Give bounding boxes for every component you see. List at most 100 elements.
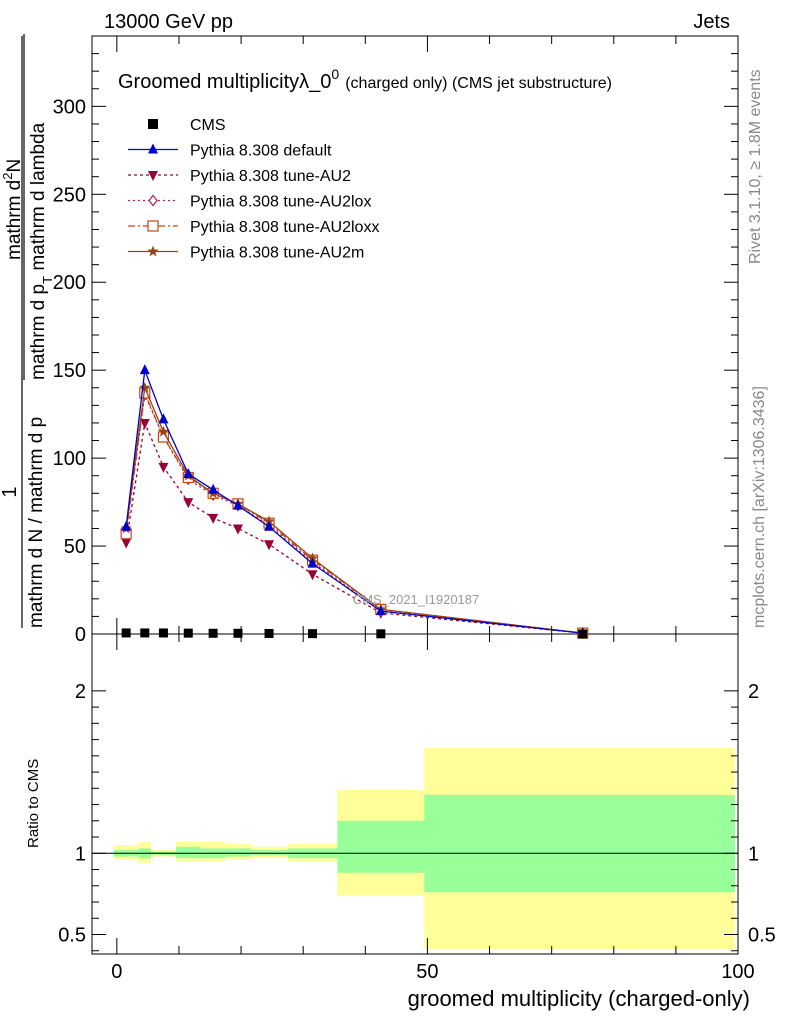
ratio-frame — [91, 633, 739, 955]
data-point — [264, 520, 275, 531]
ylabel-num2-main: mathrm d — [4, 180, 25, 260]
data-point — [139, 381, 151, 393]
ratio-ylabel: Ratio to CMS — [25, 759, 42, 848]
series-layer — [120, 364, 589, 640]
data-point — [264, 628, 274, 638]
legend-label: Pythia 8.308 tune-AU2 — [190, 168, 351, 185]
main-y-tick-label: 250 — [53, 184, 86, 206]
ylabel-den2-rest: mathrm d lambda — [28, 122, 49, 276]
main-y-tick-label: 100 — [53, 448, 86, 470]
plot-title: Groomed multiplicityλ_00 (charged only) (… — [118, 66, 612, 93]
data-point — [139, 418, 150, 429]
data-point — [148, 119, 158, 129]
plot-title-extra: (charged only) (CMS jet substructure) — [345, 75, 612, 92]
data-point — [233, 628, 243, 638]
data-point — [158, 413, 169, 424]
x-tick-label: 0 — [111, 961, 122, 983]
data-point — [148, 143, 158, 154]
plot-title-main: Groomed multiplicityλ_0 — [118, 71, 331, 93]
legend-entry-cms: CMS — [148, 117, 226, 134]
header-left: 13000 GeV pp — [104, 11, 233, 33]
ratio-y-tick-label-right: 0.5 — [748, 925, 776, 947]
data-point — [183, 467, 194, 478]
data-point — [157, 425, 170, 437]
data-point — [264, 540, 275, 551]
ratio-band-green — [424, 794, 735, 893]
ratio-band-green — [175, 846, 201, 859]
data-point — [308, 629, 318, 639]
ratio-y-tick-label-right: 2 — [748, 681, 759, 703]
ratio-y-tick-label-right: 1 — [748, 843, 759, 865]
legend-label: Pythia 8.308 default — [190, 143, 332, 160]
ratio-y-tick-label: 2 — [75, 681, 86, 703]
legend-label: Pythia 8.308 tune-AU2lox — [190, 194, 371, 211]
data-point — [147, 245, 159, 257]
ratio-y-tick-label: 1 — [75, 843, 86, 865]
ylabel-den2-main: mathrm d p — [28, 284, 49, 380]
series-line-default — [125, 369, 583, 634]
main-y-tick-label: 150 — [53, 360, 86, 382]
ylabel-den1: mathrm d N / mathrm d p — [26, 417, 47, 628]
main-ticks: 0 50 100 150 200 250 300 — [53, 36, 739, 646]
data-point — [158, 462, 169, 473]
data-point — [148, 171, 158, 181]
data-point — [376, 629, 386, 639]
data-point — [158, 628, 168, 638]
data-point — [147, 220, 159, 232]
ratio-band-green — [250, 850, 288, 855]
main-y-tick-label: 0 — [75, 624, 86, 646]
ylabel-num2: mathrm d2N — [0, 159, 25, 260]
main-y-tick-label: 200 — [53, 272, 86, 294]
data-point — [148, 194, 158, 207]
data-point — [121, 538, 132, 549]
main-ylabel: 1 mathrm d N / mathrm d p mathrm d2N mat… — [0, 34, 55, 628]
legend-entry-au2loxx: Pythia 8.308 tune-AU2loxx — [128, 219, 379, 236]
legend-label: Pythia 8.308 tune-AU2loxx — [190, 219, 379, 236]
ylabel-num2-sup: 2 — [0, 173, 15, 180]
data-point — [139, 364, 150, 375]
legend-entry-au2: Pythia 8.308 tune-AU2 — [128, 168, 351, 185]
plot-title-sup: 0 — [331, 66, 339, 82]
ratio-y-tick-label: 0.5 — [58, 925, 86, 947]
analysis-watermark: CMS_2021_I1920187 — [353, 592, 480, 607]
ratio-bands — [113, 747, 735, 950]
data-point — [183, 498, 194, 509]
data-point — [183, 628, 193, 638]
data-point — [208, 513, 219, 524]
data-point — [208, 628, 218, 638]
main-y-tick-label: 50 — [64, 536, 86, 558]
data-point — [578, 629, 588, 639]
ylabel-den2: mathrm d pT mathrm d lambda — [28, 122, 55, 380]
legend-label: Pythia 8.308 tune-AU2m — [190, 245, 364, 262]
data-point — [121, 520, 132, 531]
ylabel-num2-rest: N — [4, 159, 25, 173]
ratio-ticks: 0.5 0.5 1 1 2 2 0 50 100 — [58, 634, 776, 983]
data-point — [232, 499, 243, 510]
data-point — [140, 628, 150, 638]
ylabel-num1: 1 — [0, 486, 21, 497]
header-right: Jets — [693, 11, 730, 33]
legend-entry-default: Pythia 8.308 default — [128, 143, 332, 160]
series-line-au2 — [125, 420, 583, 634]
data-point — [232, 524, 243, 535]
series-line-au2m — [125, 385, 583, 634]
data-point — [375, 605, 386, 616]
rivet-label: Rivet 3.1.10, ≥ 1.8M events — [747, 69, 764, 264]
data-point — [307, 570, 318, 581]
legend-entry-au2m: Pythia 8.308 tune-AU2m — [128, 245, 364, 262]
data-point — [307, 557, 318, 568]
x-tick-label: 50 — [416, 961, 438, 983]
legend: CMS Pythia 8.308 default Pythia 8.308 tune… — [128, 117, 379, 262]
main-y-tick-label: 300 — [53, 96, 86, 118]
main-frame — [91, 35, 739, 635]
data-point — [121, 628, 131, 638]
ylabel-den2-sub: T — [40, 276, 55, 284]
x-axis-label: groomed multiplicity (charged-only) — [408, 986, 750, 1011]
series-cms — [121, 628, 588, 639]
mcplots-label: mcplots.cern.ch [arXiv:1306.3436] — [751, 386, 768, 628]
x-tick-label: 100 — [721, 961, 754, 983]
ratio-band-green — [337, 820, 425, 873]
legend-label: CMS — [190, 117, 226, 134]
